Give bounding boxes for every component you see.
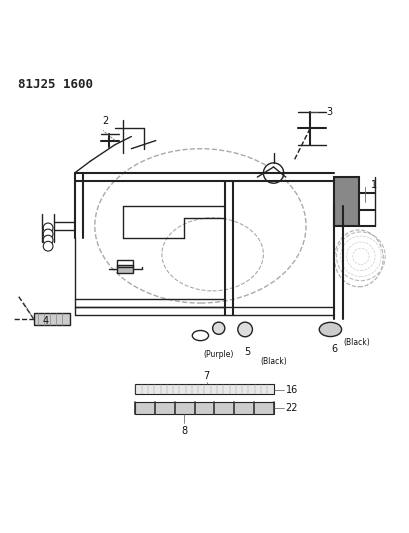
Circle shape: [213, 322, 225, 334]
Circle shape: [43, 223, 53, 233]
Text: (Black): (Black): [344, 337, 370, 346]
Circle shape: [263, 163, 284, 183]
Text: 6: 6: [331, 344, 337, 354]
Circle shape: [43, 235, 53, 245]
Ellipse shape: [319, 322, 342, 336]
Text: 3: 3: [326, 107, 333, 117]
Text: 8: 8: [181, 426, 187, 436]
Text: 81J25 1600: 81J25 1600: [18, 78, 92, 91]
Bar: [335, 177, 359, 226]
Circle shape: [43, 241, 53, 251]
Bar: [117, 261, 133, 266]
Text: 4: 4: [43, 317, 49, 326]
Text: 22: 22: [286, 403, 298, 413]
Bar: [135, 402, 274, 414]
Bar: [135, 384, 274, 394]
Bar: [34, 313, 70, 326]
Circle shape: [43, 229, 53, 239]
Text: 7: 7: [203, 371, 210, 381]
Text: 2: 2: [102, 116, 108, 126]
Circle shape: [238, 322, 252, 337]
Text: 16: 16: [286, 385, 298, 394]
Bar: [117, 265, 133, 272]
Text: 1: 1: [371, 180, 377, 190]
Ellipse shape: [192, 330, 209, 341]
Text: (Black): (Black): [260, 357, 287, 366]
Text: 5: 5: [244, 347, 250, 357]
Text: (Purple): (Purple): [204, 350, 234, 359]
